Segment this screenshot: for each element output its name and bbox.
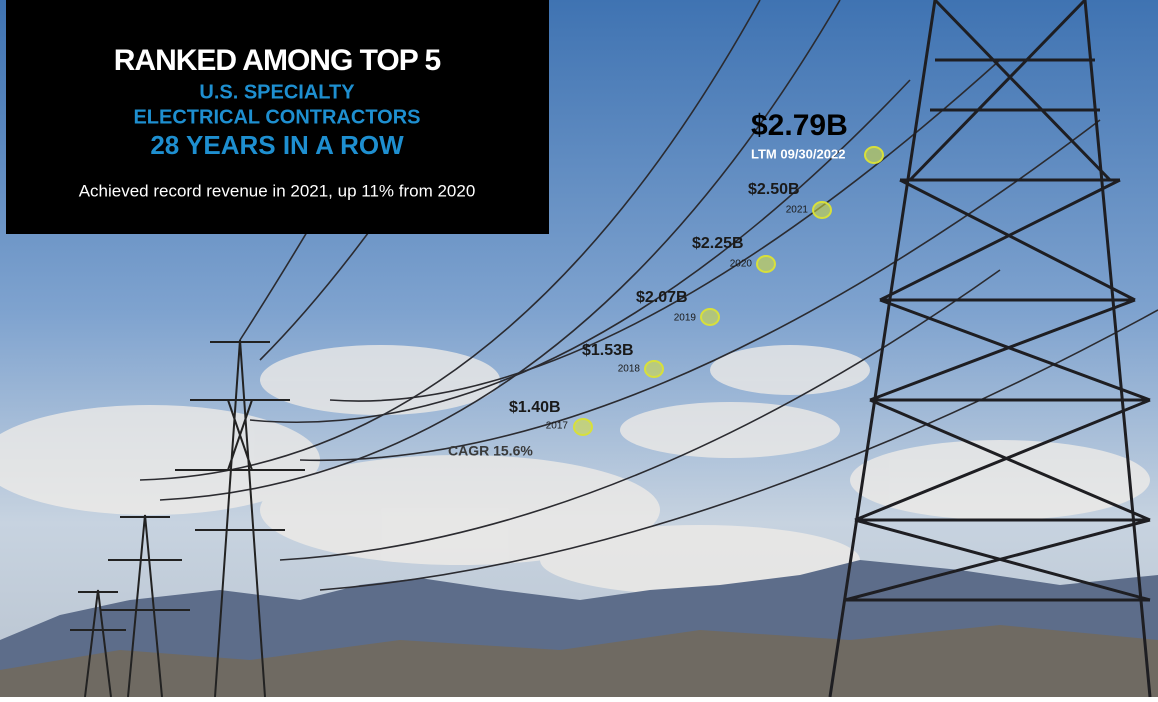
milestone-period: LTM 09/30/2022	[751, 146, 845, 161]
header-line: 28 YEARS IN A ROW	[150, 130, 404, 160]
slide: RANKED AMONG TOP 5 U.S. SPECIALTY ELECTR…	[0, 0, 1158, 697]
header-title: RANKED AMONG TOP 5	[114, 44, 441, 77]
marker	[645, 361, 663, 377]
marker	[701, 309, 719, 325]
marker	[757, 256, 775, 272]
page: RANKED AMONG TOP 5 U.S. SPECIALTY ELECTR…	[0, 0, 1158, 697]
milestone-value: $2.07B	[636, 289, 688, 306]
milestone-value: $2.25B	[692, 235, 744, 252]
milestone-period: 2018	[618, 364, 641, 375]
marker	[865, 147, 883, 163]
milestone-value: $1.53B	[582, 342, 634, 359]
milestone-value: $2.79B	[751, 109, 848, 142]
milestone-value: $1.40B	[509, 399, 561, 416]
milestone-period: 2020	[730, 259, 753, 270]
header-line: U.S. SPECIALTY	[199, 81, 355, 103]
milestone-value: $2.50B	[748, 181, 800, 198]
header-subtitle: Achieved record revenue in 2021, up 11% …	[79, 181, 476, 200]
marker	[813, 202, 831, 218]
cagr-label: CAGR 15.6%	[448, 443, 533, 459]
header-line: ELECTRICAL CONTRACTORS	[133, 106, 420, 128]
milestone-period: 2017	[546, 421, 569, 432]
marker	[574, 419, 592, 435]
milestone-period: 2019	[674, 313, 697, 324]
milestone-period: 2021	[786, 205, 809, 216]
